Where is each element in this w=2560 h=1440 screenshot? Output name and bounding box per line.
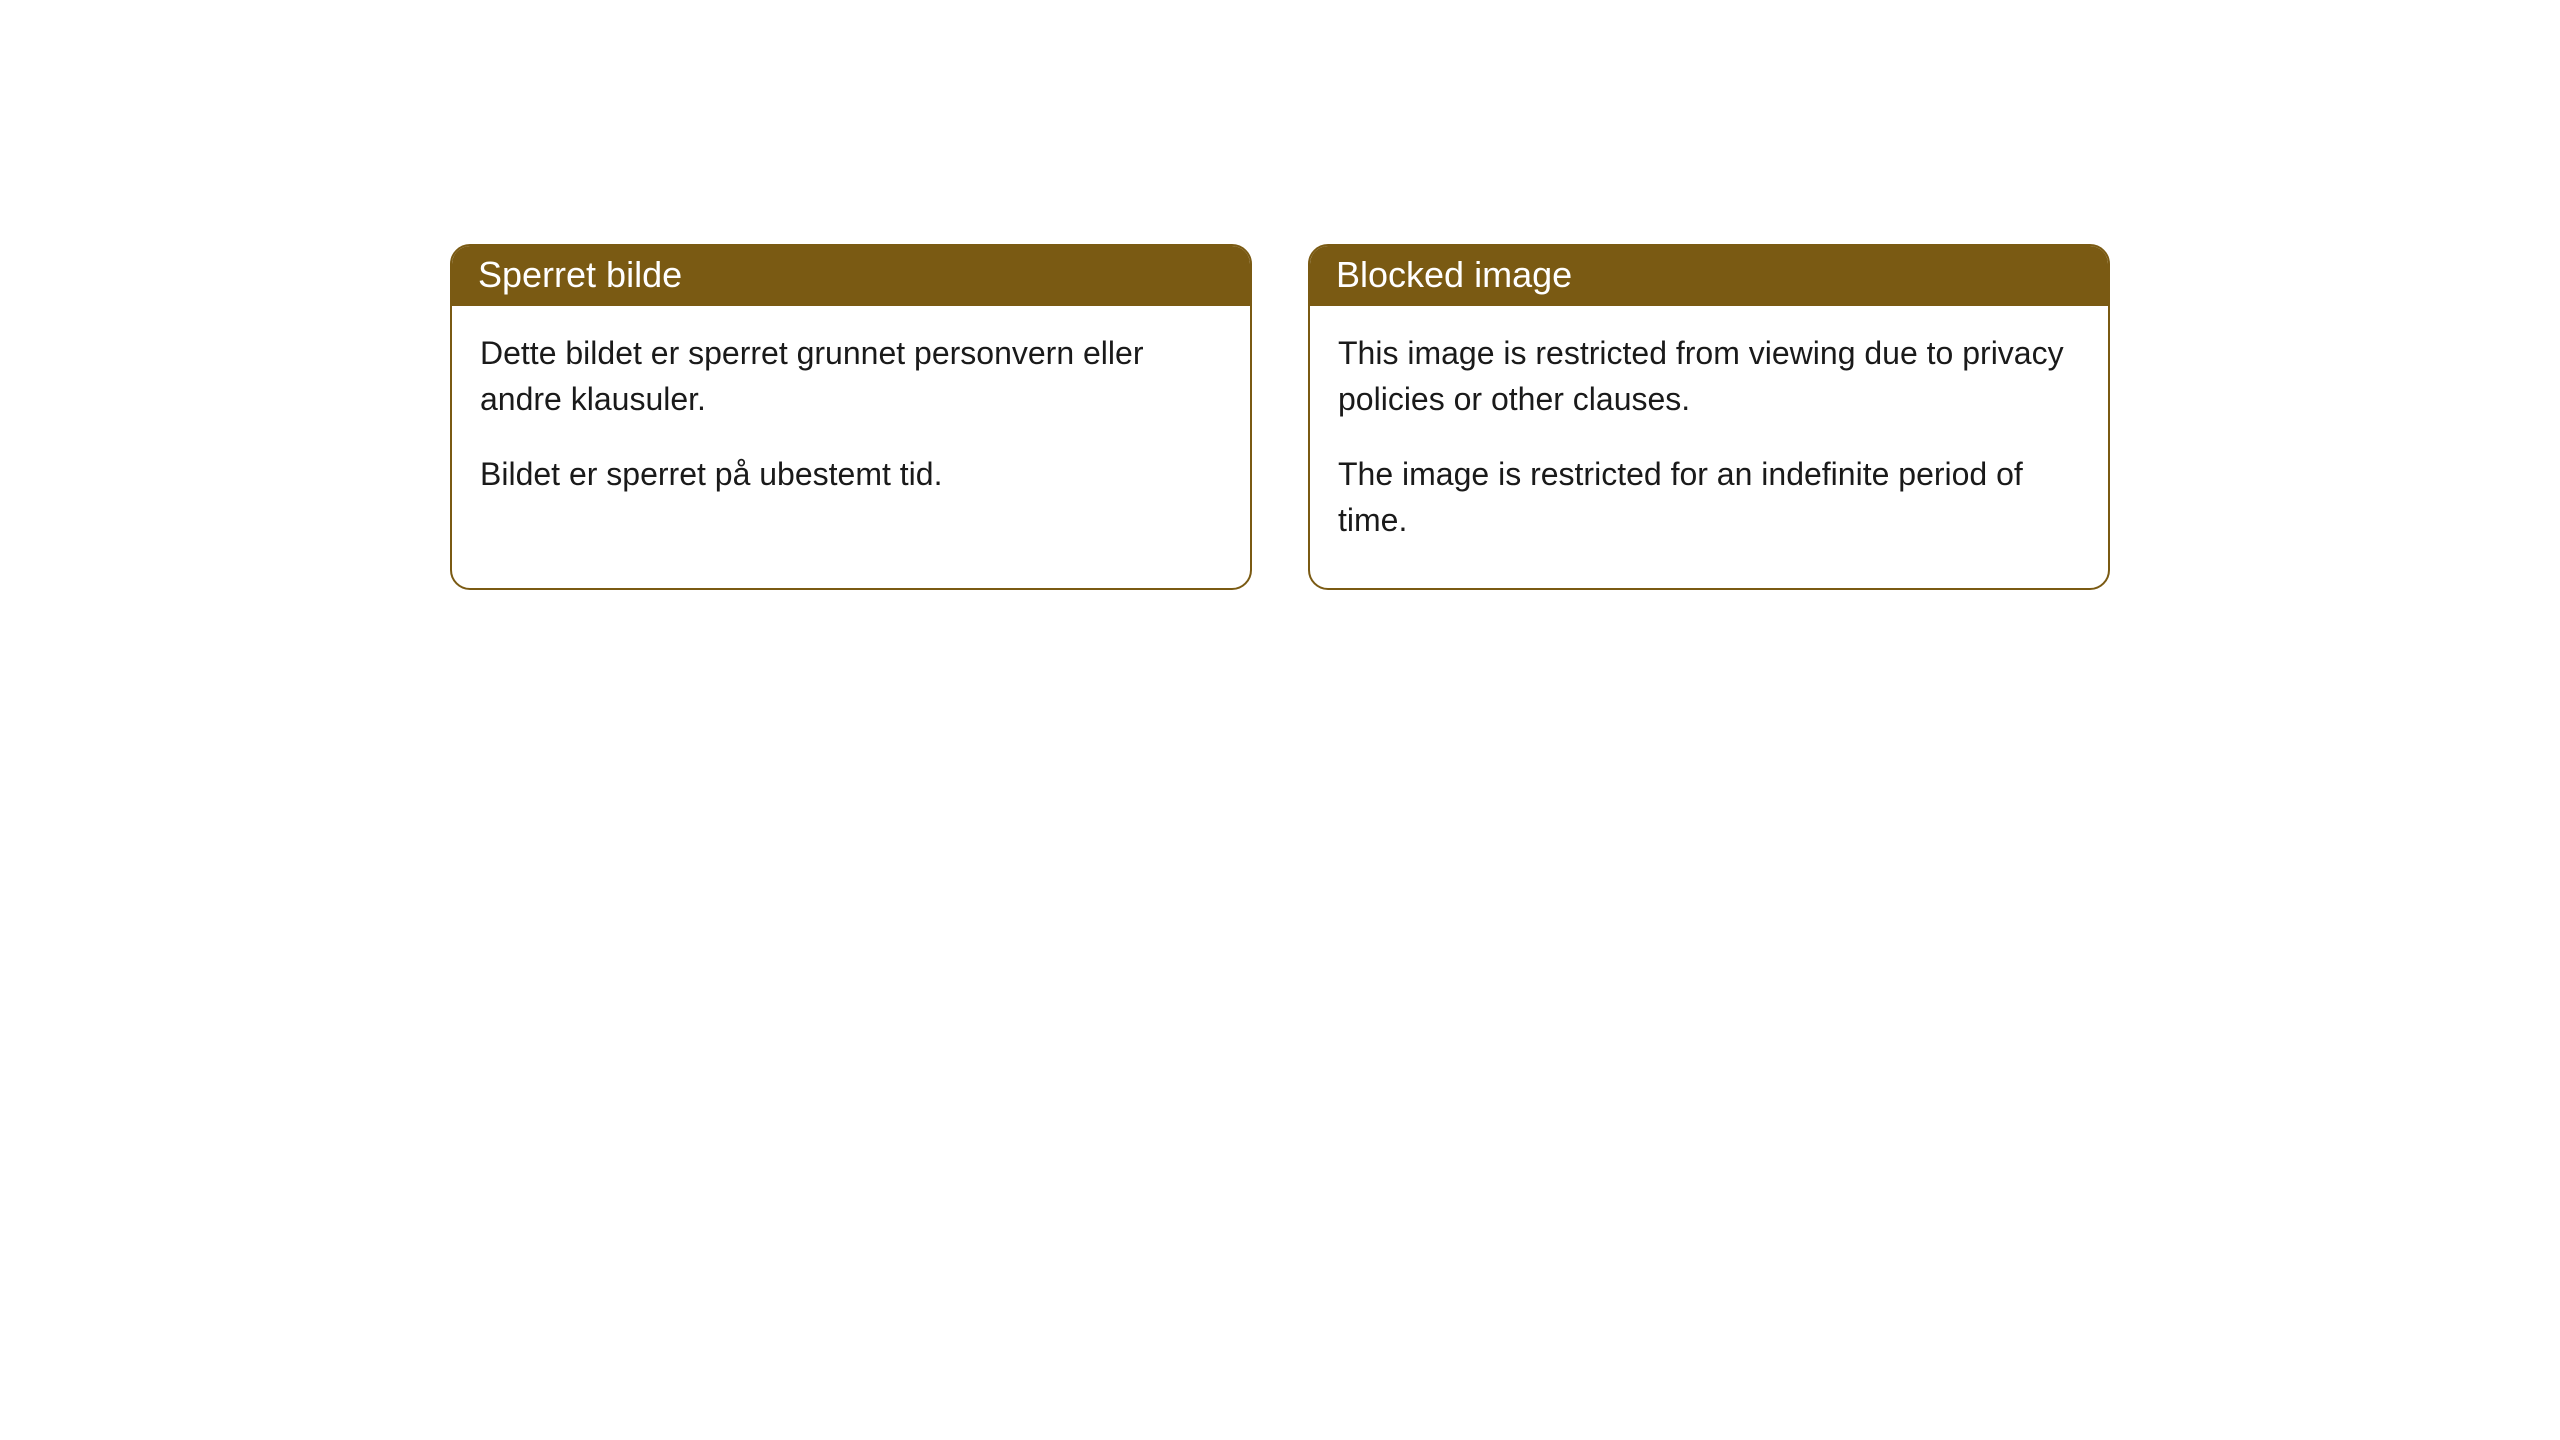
notice-text-line2-norwegian: Bildet er sperret på ubestemt tid.: [480, 451, 1222, 497]
notice-text-line2-english: The image is restricted for an indefinit…: [1338, 451, 2080, 544]
card-body-english: This image is restricted from viewing du…: [1310, 306, 2108, 588]
notice-cards-container: Sperret bilde Dette bildet er sperret gr…: [450, 244, 2110, 590]
notice-text-line1-english: This image is restricted from viewing du…: [1338, 330, 2080, 423]
card-body-norwegian: Dette bildet er sperret grunnet personve…: [452, 306, 1250, 541]
card-header-english: Blocked image: [1310, 246, 2108, 306]
notice-text-line1-norwegian: Dette bildet er sperret grunnet personve…: [480, 330, 1222, 423]
blocked-image-card-norwegian: Sperret bilde Dette bildet er sperret gr…: [450, 244, 1252, 590]
blocked-image-card-english: Blocked image This image is restricted f…: [1308, 244, 2110, 590]
card-header-norwegian: Sperret bilde: [452, 246, 1250, 306]
